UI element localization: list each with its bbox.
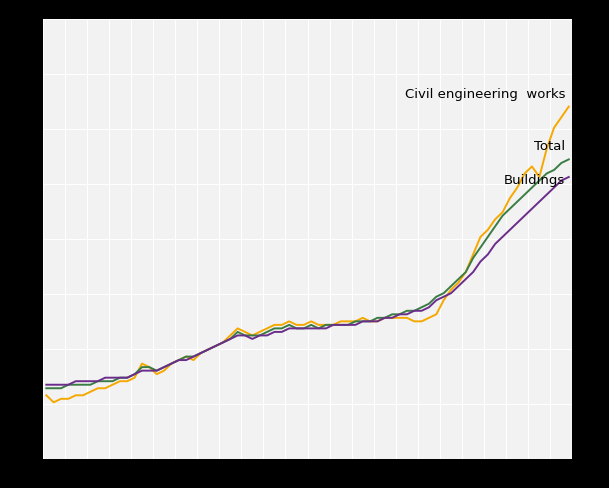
Text: Buildings: Buildings — [504, 174, 565, 187]
Text: Total: Total — [534, 140, 565, 153]
Text: Civil engineering  works: Civil engineering works — [404, 87, 565, 101]
